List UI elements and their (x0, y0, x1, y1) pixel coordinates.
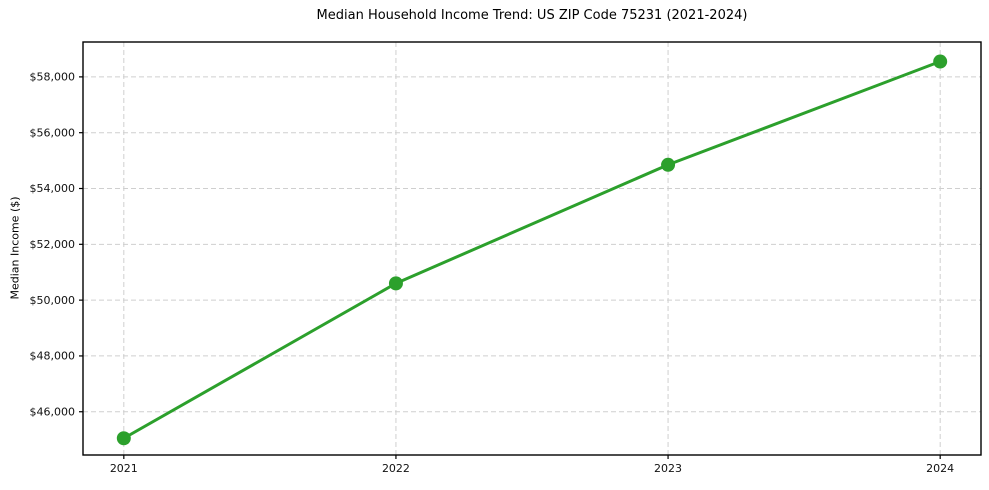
y-tick-label: $46,000 (30, 405, 76, 418)
x-tick-label: 2022 (382, 462, 410, 475)
y-tick-label: $52,000 (30, 238, 76, 251)
x-tick-label: 2024 (926, 462, 954, 475)
x-tick-label: 2021 (110, 462, 138, 475)
x-tick-label: 2023 (654, 462, 682, 475)
y-tick-label: $58,000 (30, 71, 76, 84)
chart-title: Median Household Income Trend: US ZIP Co… (316, 8, 748, 23)
data-point (116, 431, 131, 446)
y-tick-label: $54,000 (30, 182, 76, 195)
data-point (388, 276, 403, 291)
data-point (933, 54, 948, 69)
trend-line (122, 60, 942, 440)
plot-border (82, 41, 982, 456)
y-tick-label: $48,000 (30, 350, 76, 363)
y-tick-label: $50,000 (30, 294, 76, 307)
data-point (661, 157, 676, 172)
y-tick-label: $56,000 (30, 126, 76, 139)
